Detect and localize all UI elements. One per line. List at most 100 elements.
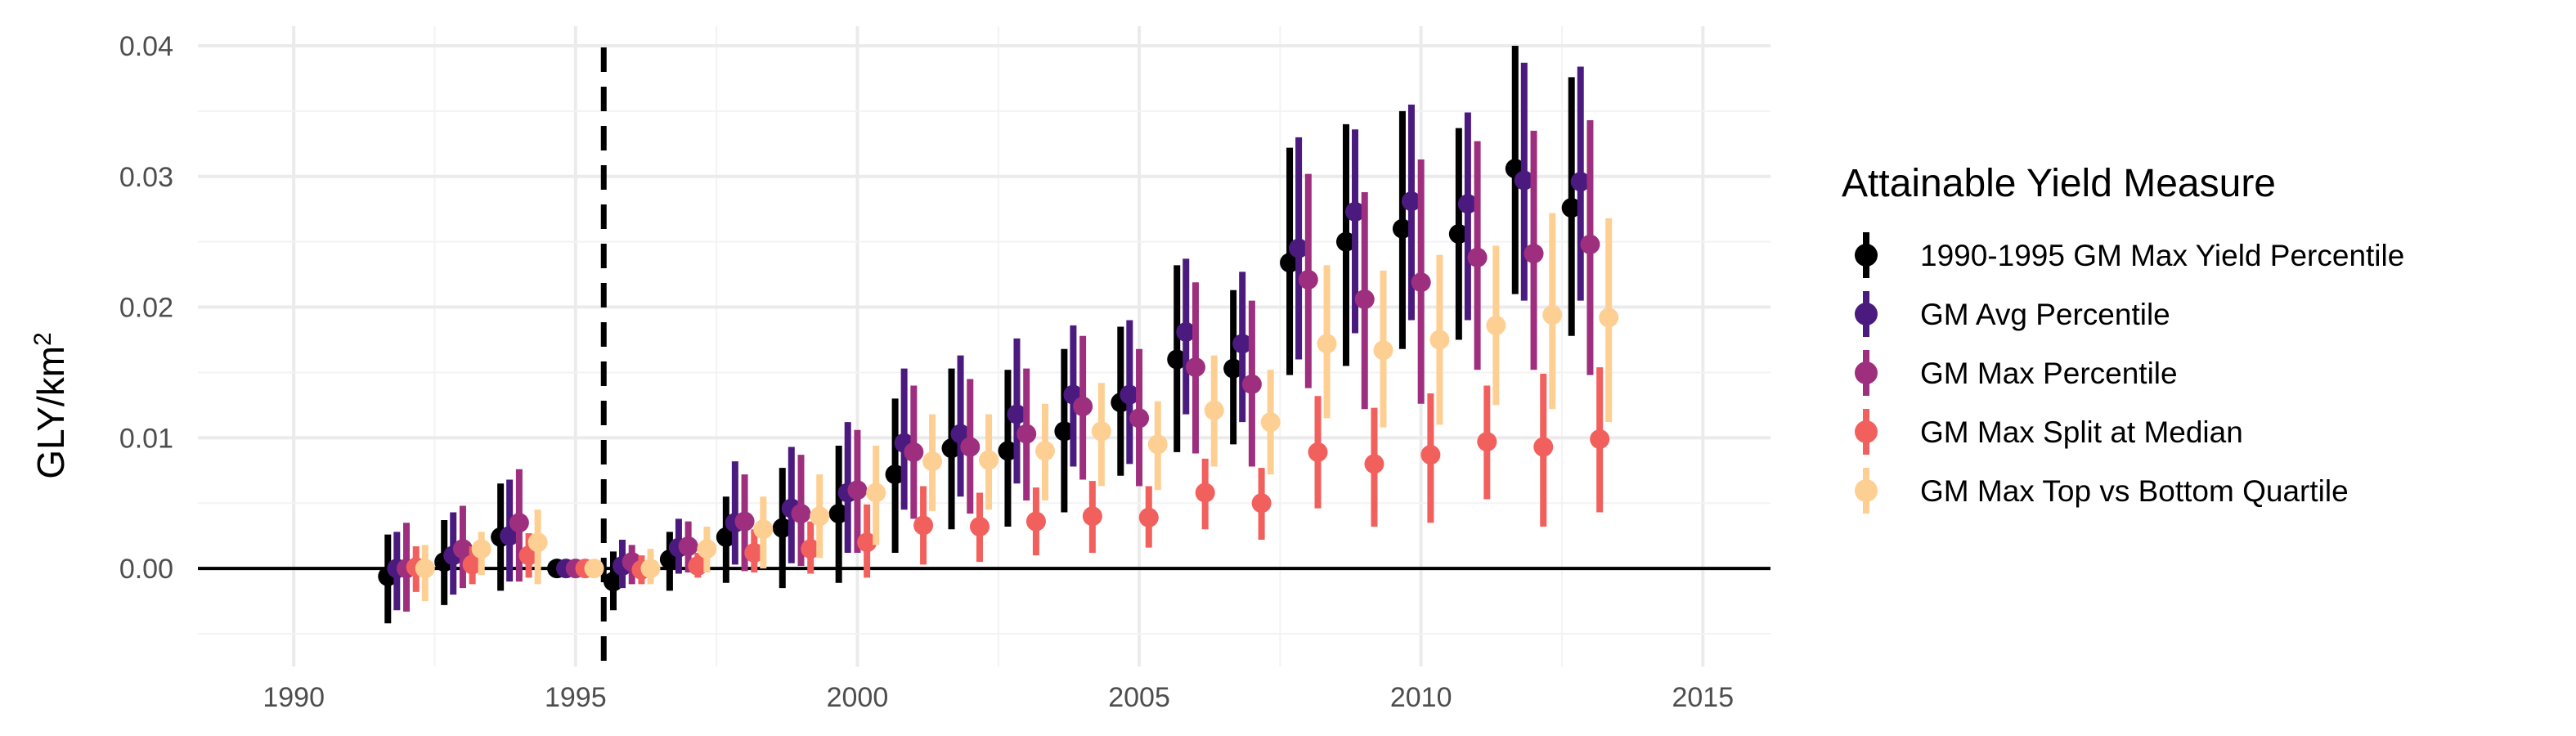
legend: Attainable Yield Measure 1990-1995 GM Ma… [1842,162,2404,514]
x-tick-label: 2010 [1390,682,1452,713]
data-point [1204,400,1224,420]
data-point [415,559,435,579]
data-point [772,518,792,538]
x-tick-label: 2015 [1672,682,1734,713]
data-point [1364,454,1384,474]
legend-item: GM Max Top vs Bottom Quartile [1855,468,2349,514]
data-point [744,542,765,563]
x-tick-label: 1995 [545,682,607,713]
data-point [960,437,981,457]
data-point [1034,441,1055,461]
y-tick-label: 0.04 [119,31,173,62]
legend-label: GM Max Split at Median [1920,415,2243,449]
series-3 [406,367,1610,592]
data-point [1232,334,1253,354]
data-point [716,527,736,547]
data-point [1129,408,1150,429]
data-point [828,504,849,524]
legend-title: Attainable Yield Measure [1842,162,2276,205]
x-tick-label: 1990 [263,682,325,713]
data-point [471,539,491,559]
data-point [1429,330,1450,350]
data-point [1138,507,1159,527]
legend-label: GM Max Top vs Bottom Quartile [1920,474,2349,508]
data-point [1345,201,1366,222]
data-point [1392,218,1412,239]
data-point [904,442,924,462]
data-point [1241,374,1262,394]
legend-swatch-point [1855,244,1878,267]
data-point [885,464,905,485]
data-point [1007,404,1027,424]
data-point [452,539,473,559]
data-point [1411,272,1431,293]
data-point [1251,493,1272,514]
legend-swatch-point [1855,361,1878,384]
data-point [1308,442,1328,462]
y-axis-label-superscript: 2 [29,332,56,346]
data-point [1467,247,1488,267]
data-point [1073,397,1093,417]
data-point [1401,191,1421,212]
data-point [509,513,529,533]
data-point [1289,238,1309,258]
y-tick-label: 0.01 [119,423,173,454]
data-point [584,559,604,579]
data-point [1082,506,1102,527]
data-point [527,532,548,553]
y-axis-label: GLY/km2 [29,332,72,478]
legend-label: GM Max Percentile [1920,357,2178,390]
data-point [1120,384,1140,405]
data-point [1016,424,1037,444]
legend-swatch-point [1855,303,1878,325]
y-tick-label: 0.00 [119,554,173,585]
legend-item: GM Max Percentile [1855,350,2178,396]
data-point [857,532,877,553]
data-point [640,559,661,579]
data-point [1176,321,1196,342]
data-point [847,480,868,500]
data-point [1590,429,1610,449]
series-2 [397,120,1600,612]
data-point [866,482,886,503]
data-point [1448,224,1469,245]
data-point [1185,357,1205,378]
x-tick-label: 2000 [827,682,889,713]
data-point [1561,198,1582,218]
legend-item: GM Avg Percentile [1855,291,2170,337]
data-point [688,555,708,576]
data-point [1514,170,1534,191]
data-point [1486,315,1506,335]
data-point [1280,253,1300,273]
data-point [810,506,830,527]
data-point [791,504,811,524]
data-point [734,511,755,532]
legend-label: GM Avg Percentile [1920,298,2170,331]
series-4 [415,213,1619,602]
data-point [1054,421,1075,442]
data-point [1167,349,1187,370]
data-point [1533,437,1554,457]
legend-item: 1990-1995 GM Max Yield Percentile [1855,232,2404,278]
data-point [1373,340,1393,361]
data-point [1420,445,1441,465]
data-point [941,438,962,459]
legend-item: GM Max Split at Median [1855,409,2243,455]
legend-items: 1990-1995 GM Max Yield Percentile GM Avg … [1855,232,2404,514]
data-point [1570,172,1591,192]
legend-swatch-point [1855,479,1878,502]
data-point [462,554,482,575]
data-point [603,572,623,592]
data-point [1298,270,1318,290]
data-point [678,536,698,556]
data-point [1317,334,1337,354]
data-point [1599,307,1619,328]
y-axis-label-text: GLY/km [29,346,72,479]
data-point [1477,432,1497,452]
data-point [1335,231,1356,252]
data-point [1223,358,1244,379]
y-tick-label: 0.02 [119,293,173,324]
legend-swatch-point [1855,420,1878,443]
data-point [1542,305,1563,325]
